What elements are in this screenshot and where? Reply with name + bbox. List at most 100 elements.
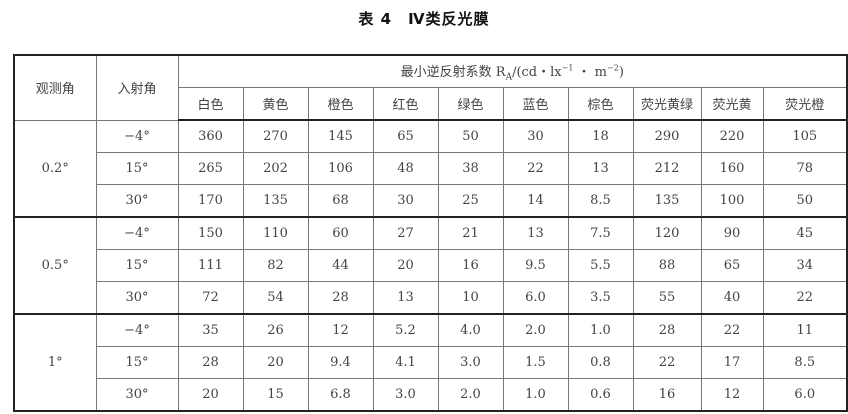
value-cell: 0.6	[567, 378, 634, 412]
header-color-1: 黄色	[242, 87, 309, 121]
value-cell: 100	[700, 184, 764, 218]
value-cell: 65	[700, 249, 764, 282]
value-cell: 5.5	[567, 249, 634, 282]
header-unit-exp1: −1	[561, 63, 574, 73]
value-cell: 68	[307, 184, 374, 218]
value-cell: 9.4	[307, 346, 374, 379]
value-cell: 90	[700, 216, 764, 250]
header-unit-end: )	[618, 64, 624, 80]
value-cell: 17	[700, 346, 764, 379]
value-cell: 15	[242, 378, 309, 412]
value-cell: 150	[177, 216, 244, 250]
observation-angle-cell: 0.5°	[13, 216, 97, 315]
value-cell: 22	[502, 152, 569, 185]
value-cell: 18	[567, 119, 634, 153]
header-color-7: 荧光黄绿	[632, 87, 702, 121]
value-cell: 55	[632, 281, 702, 315]
value-cell: 30	[502, 119, 569, 153]
header-color-6: 棕色	[567, 87, 634, 121]
value-cell: 28	[177, 346, 244, 379]
value-cell: 22	[762, 281, 848, 315]
value-cell: 12	[700, 378, 764, 412]
header-color-9: 荧光橙	[762, 87, 848, 121]
incidence-angle-cell: −4°	[95, 313, 179, 347]
value-cell: 20	[177, 378, 244, 412]
value-cell: 45	[762, 216, 848, 250]
value-cell: 110	[242, 216, 309, 250]
value-cell: 1.5	[502, 346, 569, 379]
value-cell: 106	[307, 152, 374, 185]
value-cell: 2.0	[437, 378, 504, 412]
value-cell: 30	[372, 184, 439, 218]
value-cell: 12	[307, 313, 374, 347]
value-cell: 212	[632, 152, 702, 185]
value-cell: 20	[372, 249, 439, 282]
value-cell: 25	[437, 184, 504, 218]
value-cell: 22	[700, 313, 764, 347]
table-row: 30° 72 54 28 13 10 6.0 3.5 55 40 22	[14, 281, 848, 315]
value-cell: 38	[437, 152, 504, 185]
value-cell: 220	[700, 119, 764, 153]
value-cell: 135	[242, 184, 309, 218]
value-cell: 202	[242, 152, 309, 185]
header-color-4: 绿色	[437, 87, 504, 121]
value-cell: 82	[242, 249, 309, 282]
header-min-retroreflection-coefficient: 最小逆反射系数 RA/(cd・lx−1 ・ m−2)	[177, 54, 848, 88]
value-cell: 105	[762, 119, 848, 153]
header-color-2: 橙色	[307, 87, 374, 121]
value-cell: 2.0	[502, 313, 569, 347]
header-observation-angle: 观测角	[13, 54, 97, 121]
header-unit: /(cd・lx	[512, 64, 562, 80]
table-row: 0.5° −4° 150 110 60 27 21 13 7.5 120 90 45	[13, 216, 848, 315]
value-cell: 0.8	[567, 346, 634, 379]
incidence-angle-cell: −4°	[95, 216, 179, 250]
value-cell: 60	[307, 216, 374, 250]
value-cell: 50	[437, 119, 504, 153]
value-cell: 44	[307, 249, 374, 282]
value-cell: 4.0	[437, 313, 504, 347]
value-cell: 14	[502, 184, 569, 218]
value-cell: 28	[632, 313, 702, 347]
value-cell: 270	[242, 119, 309, 153]
value-cell: 20	[242, 346, 309, 379]
value-cell: 8.5	[567, 184, 634, 218]
table-row: 15° 28 20 9.4 4.1 3.0 1.5 0.8 22 17 8.5	[14, 346, 848, 379]
value-cell: 290	[632, 119, 702, 153]
header-incidence-angle: 入射角	[95, 54, 179, 121]
table-title: 表 4 Ⅳ类反光膜	[358, 10, 490, 28]
incidence-angle-cell: 15°	[95, 152, 179, 185]
header-group-sub: A	[505, 72, 513, 83]
value-cell: 21	[437, 216, 504, 250]
observation-angle-cell: 0.2°	[13, 119, 97, 218]
value-cell: 5.2	[372, 313, 439, 347]
value-cell: 3.5	[567, 281, 634, 315]
header-color-3: 红色	[372, 87, 439, 121]
value-cell: 78	[762, 152, 848, 185]
value-cell: 265	[177, 152, 244, 185]
value-cell: 72	[177, 281, 244, 315]
incidence-angle-cell: 15°	[95, 346, 179, 379]
value-cell: 54	[242, 281, 309, 315]
value-cell: 13	[372, 281, 439, 315]
value-cell: 16	[437, 249, 504, 282]
incidence-angle-cell: 30°	[95, 281, 179, 315]
value-cell: 8.5	[762, 346, 848, 379]
value-cell: 160	[700, 152, 764, 185]
value-cell: 1.0	[502, 378, 569, 412]
observation-angle-cell: 1°	[13, 313, 97, 412]
table-row: 1° −4° 35 26 12 5.2 4.0 2.0 1.0 28 22 11	[13, 313, 848, 412]
table-row: 15° 265 202 106 48 38 22 13 212 160 78	[14, 152, 848, 185]
incidence-angle-cell: −4°	[95, 119, 179, 153]
header-color-5: 蓝色	[502, 87, 569, 121]
table-row: 30° 20 15 6.8 3.0 2.0 1.0 0.6 16 12 6.0	[14, 378, 848, 412]
value-cell: 16	[632, 378, 702, 412]
value-cell: 22	[632, 346, 702, 379]
value-cell: 11	[762, 313, 848, 347]
retroreflection-table: 观测角 入射角 最小逆反射系数 RA/(cd・lx−1 ・ m−2) 白色 黄色橙…	[13, 54, 848, 412]
value-cell: 4.1	[372, 346, 439, 379]
table-row: 15° 111 82 44 20 16 9.5 5.5 88 65 34	[14, 249, 848, 282]
value-cell: 145	[307, 119, 374, 153]
value-cell: 10	[437, 281, 504, 315]
header-color-8: 荧光黄	[700, 87, 764, 121]
value-cell: 88	[632, 249, 702, 282]
